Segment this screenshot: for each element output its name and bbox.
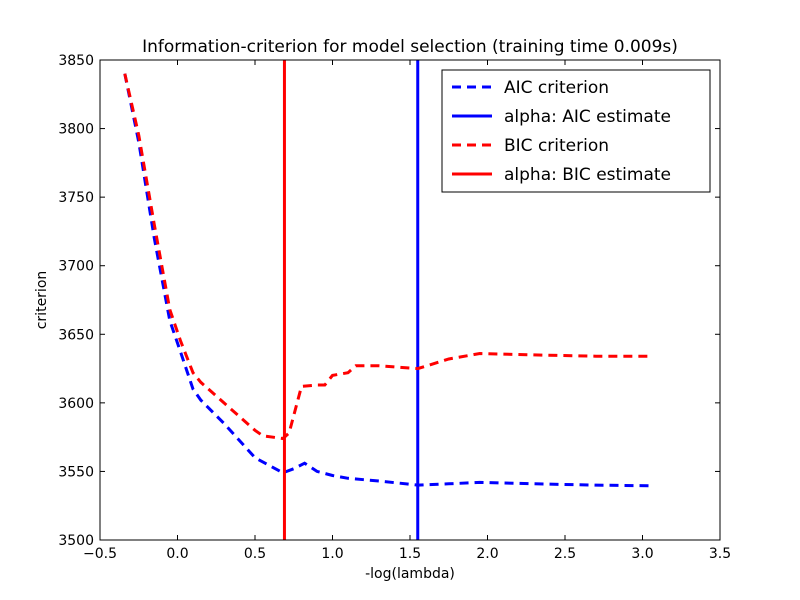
legend-label-alpha-aic-estimate: alpha: AIC estimate	[504, 107, 671, 127]
axis-ticks: −0.5 0.0 0.5 1.0 1.5 2.0 2.5 3.0 3.5 3500 3550 3600…	[58, 53, 731, 562]
x-tick-label: 0.0	[166, 546, 188, 562]
plot-frame-outline	[99, 59, 721, 541]
legend-label-alpha-bic-estimate: alpha: BIC estimate	[504, 165, 671, 185]
data-lines	[123, 60, 651, 540]
chart-title: Information-criterion for model selectio…	[142, 37, 678, 57]
y-tick-label: 3500	[58, 533, 94, 549]
x-tick-label: −0.5	[83, 546, 117, 562]
y-tick-label: 3650	[58, 327, 94, 343]
x-tick-label: 1.5	[399, 546, 421, 562]
y-tick-label: 3600	[58, 396, 94, 412]
aic-criterion-line	[123, 73, 651, 488]
y-axis-label: criterion	[34, 271, 50, 330]
x-tick-label: 3.5	[709, 546, 731, 562]
x-axis-label: -log(lambda)	[365, 566, 455, 582]
legend: AIC criterion alpha: AIC estimate BIC crit…	[441, 69, 711, 193]
bic-criterion-line	[123, 73, 651, 441]
x-tick-label: 3.0	[631, 546, 653, 562]
y-tick-label: 3550	[58, 464, 94, 480]
x-tick-label: 2.5	[554, 546, 576, 562]
legend-box	[441, 69, 711, 193]
plot-frame-border	[99, 59, 721, 541]
x-tick-label: 2.0	[476, 546, 498, 562]
x-tick-label: 1.0	[321, 546, 343, 562]
y-tick-label: 3700	[58, 259, 94, 275]
y-tick-label: 3800	[58, 122, 94, 138]
y-tick-label: 3850	[58, 53, 94, 69]
legend-label-aic-criterion: AIC criterion	[504, 78, 609, 98]
y-tick-label: 3750	[58, 190, 94, 206]
x-tick-label: 0.5	[244, 546, 266, 562]
legend-label-bic-criterion: BIC criterion	[504, 136, 609, 156]
